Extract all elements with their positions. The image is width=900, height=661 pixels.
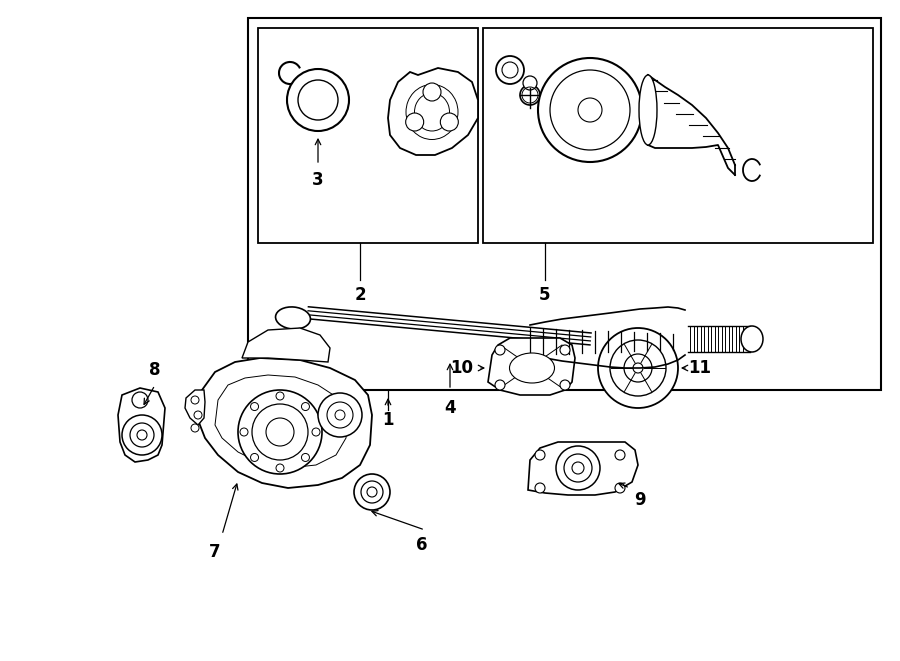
Circle shape (560, 380, 570, 390)
Bar (258, 28, 478, 243)
Polygon shape (388, 68, 478, 155)
Circle shape (564, 454, 592, 482)
Text: 7: 7 (209, 543, 220, 561)
Circle shape (298, 80, 338, 120)
Circle shape (556, 446, 600, 490)
Circle shape (495, 345, 505, 355)
Text: 11: 11 (688, 359, 712, 377)
Circle shape (523, 76, 537, 90)
Text: 5: 5 (539, 286, 551, 304)
Circle shape (287, 69, 349, 131)
Circle shape (276, 464, 284, 472)
Circle shape (624, 354, 652, 382)
Circle shape (578, 98, 602, 122)
Text: 3: 3 (312, 171, 324, 189)
Circle shape (610, 340, 666, 396)
Polygon shape (242, 328, 330, 362)
Circle shape (276, 392, 284, 400)
Text: 1: 1 (382, 411, 394, 429)
Circle shape (495, 380, 505, 390)
Circle shape (250, 453, 258, 461)
Polygon shape (185, 390, 205, 425)
Text: 4: 4 (445, 399, 455, 417)
Text: 9: 9 (634, 491, 646, 509)
Circle shape (191, 424, 199, 432)
Ellipse shape (275, 307, 310, 329)
Circle shape (633, 363, 643, 373)
Circle shape (318, 393, 362, 437)
Text: 8: 8 (149, 361, 161, 379)
Circle shape (598, 328, 678, 408)
Circle shape (367, 487, 377, 497)
Circle shape (502, 62, 518, 78)
Circle shape (240, 428, 248, 436)
Text: 6: 6 (416, 536, 428, 554)
Circle shape (137, 430, 147, 440)
Circle shape (132, 392, 148, 408)
Circle shape (538, 58, 642, 162)
Circle shape (238, 390, 322, 474)
Circle shape (194, 411, 202, 419)
Circle shape (191, 396, 199, 404)
Circle shape (615, 483, 625, 493)
Circle shape (302, 403, 310, 410)
Polygon shape (488, 338, 575, 395)
Ellipse shape (741, 326, 763, 352)
Polygon shape (198, 358, 372, 488)
Ellipse shape (639, 75, 657, 145)
Circle shape (250, 403, 258, 410)
Text: 2: 2 (355, 286, 365, 304)
Circle shape (520, 85, 540, 105)
Circle shape (302, 453, 310, 461)
Circle shape (572, 462, 584, 474)
Circle shape (423, 83, 441, 101)
Circle shape (130, 423, 154, 447)
Circle shape (252, 404, 308, 460)
Circle shape (312, 428, 320, 436)
Circle shape (496, 56, 524, 84)
Circle shape (535, 450, 545, 460)
Polygon shape (215, 375, 348, 468)
Bar (248, 18, 881, 390)
Circle shape (535, 483, 545, 493)
Polygon shape (118, 388, 165, 462)
Circle shape (361, 481, 383, 503)
Circle shape (327, 402, 353, 428)
Circle shape (550, 70, 630, 150)
Text: 10: 10 (451, 359, 473, 377)
Circle shape (354, 474, 390, 510)
Bar (483, 28, 873, 243)
Circle shape (266, 418, 294, 446)
Circle shape (122, 415, 162, 455)
Circle shape (615, 450, 625, 460)
Circle shape (335, 410, 345, 420)
Circle shape (440, 113, 458, 131)
Circle shape (560, 345, 570, 355)
Ellipse shape (509, 353, 554, 383)
Polygon shape (528, 442, 638, 495)
Circle shape (406, 113, 424, 131)
